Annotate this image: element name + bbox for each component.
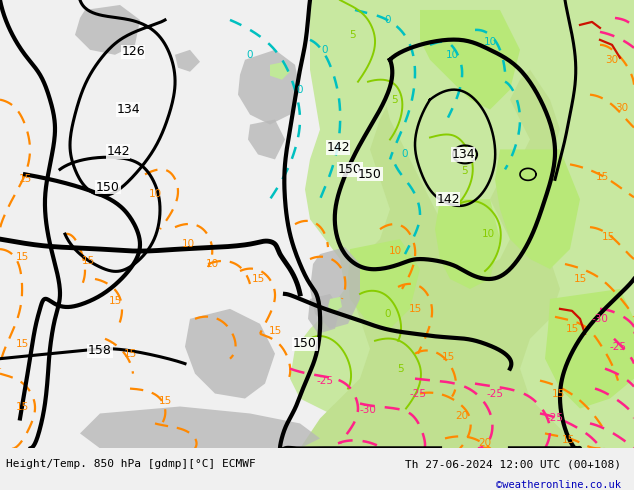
Polygon shape bbox=[480, 0, 634, 448]
Text: 0: 0 bbox=[402, 149, 408, 159]
Text: -30: -30 bbox=[592, 314, 609, 324]
Polygon shape bbox=[495, 149, 580, 269]
Polygon shape bbox=[375, 0, 550, 269]
Text: 158: 158 bbox=[88, 344, 112, 357]
Text: 30: 30 bbox=[616, 102, 628, 113]
Text: 10: 10 bbox=[484, 37, 496, 47]
Text: 142: 142 bbox=[436, 193, 460, 206]
Text: 134: 134 bbox=[116, 103, 140, 116]
Text: 15: 15 bbox=[15, 401, 29, 412]
Polygon shape bbox=[238, 50, 300, 124]
Text: Th 27-06-2024 12:00 UTC (00+108): Th 27-06-2024 12:00 UTC (00+108) bbox=[405, 459, 621, 469]
Text: -25: -25 bbox=[486, 389, 503, 398]
Text: 15: 15 bbox=[15, 252, 29, 262]
Text: 142: 142 bbox=[326, 141, 350, 154]
Text: 5: 5 bbox=[349, 30, 355, 40]
Text: 0: 0 bbox=[297, 85, 303, 95]
Text: 15: 15 bbox=[108, 296, 122, 306]
Text: 126: 126 bbox=[121, 45, 145, 58]
Text: 15: 15 bbox=[602, 232, 614, 242]
Text: 15: 15 bbox=[124, 349, 136, 359]
Text: 15: 15 bbox=[158, 395, 172, 406]
Text: 15: 15 bbox=[81, 256, 94, 266]
Text: -25: -25 bbox=[316, 376, 333, 386]
Text: 15: 15 bbox=[595, 172, 609, 182]
Text: 0: 0 bbox=[385, 15, 391, 25]
Text: 10: 10 bbox=[181, 239, 195, 249]
Text: 15: 15 bbox=[441, 352, 455, 362]
Text: 0: 0 bbox=[385, 309, 391, 319]
Text: 0: 0 bbox=[321, 45, 328, 55]
Text: 15: 15 bbox=[268, 326, 281, 336]
Text: 142: 142 bbox=[106, 145, 130, 158]
Text: 15: 15 bbox=[573, 274, 586, 284]
Text: 134: 134 bbox=[451, 148, 475, 161]
Text: 5: 5 bbox=[397, 364, 403, 374]
Text: 0: 0 bbox=[247, 50, 253, 60]
Text: 150: 150 bbox=[96, 181, 120, 194]
Text: 15: 15 bbox=[566, 324, 579, 334]
Text: 20: 20 bbox=[455, 412, 469, 421]
Text: 10: 10 bbox=[148, 189, 162, 199]
Text: 20: 20 bbox=[479, 439, 491, 448]
Polygon shape bbox=[420, 10, 520, 110]
Polygon shape bbox=[185, 309, 275, 398]
Text: 15: 15 bbox=[552, 389, 565, 398]
Polygon shape bbox=[290, 0, 634, 448]
Polygon shape bbox=[75, 5, 140, 55]
Text: Height/Temp. 850 hPa [gdmp][°C] ECMWF: Height/Temp. 850 hPa [gdmp][°C] ECMWF bbox=[6, 459, 256, 469]
Text: -25: -25 bbox=[609, 342, 626, 352]
Text: 15: 15 bbox=[18, 174, 32, 184]
Polygon shape bbox=[328, 297, 342, 312]
Polygon shape bbox=[545, 289, 634, 409]
Text: -30: -30 bbox=[359, 406, 377, 416]
Text: 150: 150 bbox=[293, 337, 317, 350]
Text: 5: 5 bbox=[462, 167, 469, 176]
Polygon shape bbox=[175, 50, 200, 72]
Text: 10: 10 bbox=[446, 50, 458, 60]
Text: 150: 150 bbox=[338, 163, 362, 176]
Text: 150: 150 bbox=[358, 168, 382, 181]
Text: 15: 15 bbox=[561, 436, 574, 445]
Polygon shape bbox=[300, 0, 634, 448]
Text: -25: -25 bbox=[410, 389, 427, 398]
Polygon shape bbox=[348, 239, 420, 329]
Polygon shape bbox=[80, 407, 320, 448]
Polygon shape bbox=[308, 294, 340, 334]
Polygon shape bbox=[270, 62, 290, 80]
Text: 15: 15 bbox=[251, 274, 264, 284]
Text: 15: 15 bbox=[408, 304, 422, 314]
Text: 30: 30 bbox=[605, 55, 619, 65]
Text: 10: 10 bbox=[205, 259, 219, 269]
Text: 10: 10 bbox=[389, 246, 401, 256]
Text: 10: 10 bbox=[481, 229, 495, 239]
Polygon shape bbox=[310, 247, 360, 329]
Text: 5: 5 bbox=[392, 95, 398, 105]
Polygon shape bbox=[435, 199, 500, 289]
Text: -25: -25 bbox=[547, 414, 564, 423]
Text: ©weatheronline.co.uk: ©weatheronline.co.uk bbox=[496, 480, 621, 490]
Text: 15: 15 bbox=[15, 339, 29, 349]
Polygon shape bbox=[248, 120, 285, 159]
